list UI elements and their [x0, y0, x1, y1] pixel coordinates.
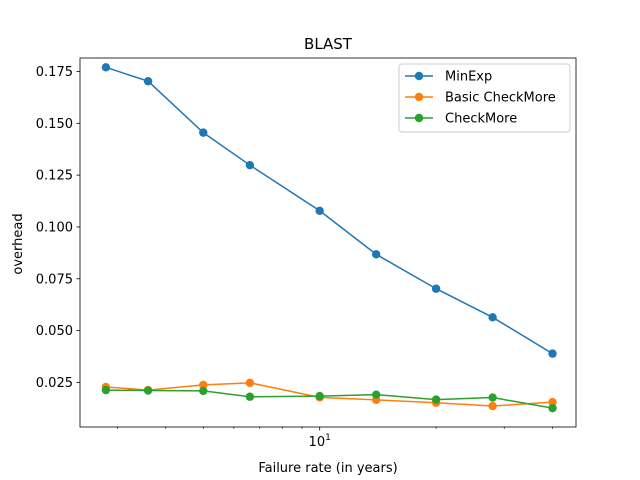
data-point: [488, 313, 497, 322]
data-point: [143, 386, 153, 395]
data-point: [548, 397, 557, 407]
data-point: [431, 284, 441, 293]
data-point: [548, 403, 557, 413]
plot-area: [101, 63, 557, 413]
data-point: [101, 63, 111, 72]
data-point: [101, 385, 111, 395]
data-point: [199, 386, 208, 396]
y-tick-label: 0.050: [36, 324, 73, 339]
y-tick-label: 0.100: [36, 220, 73, 235]
y-axis-label: overhead: [11, 213, 26, 274]
chart-title: BLAST: [304, 35, 353, 53]
axes: 0.025 0.050 0.075 0.100 0.125 0.150 0.175 101: [36, 57, 577, 450]
data-point: [245, 392, 255, 401]
legend-swatch-marker: [414, 113, 424, 123]
data-point: [199, 128, 208, 137]
y-tick-label: 0.075: [36, 272, 73, 287]
y-tick-label: 0.125: [36, 169, 73, 184]
data-point: [315, 206, 324, 215]
data-point: [488, 401, 497, 411]
legend-entry: MinExp: [405, 70, 492, 85]
x-axis-label: Failure rate (in years): [258, 461, 397, 476]
legend-entry: Basic CheckMore: [405, 91, 556, 106]
data-point: [372, 390, 381, 399]
data-point: [245, 160, 255, 170]
legend-swatch-marker: [414, 92, 424, 102]
data-point: [199, 380, 208, 390]
data-point: [143, 77, 153, 86]
legend-label: MinExp: [445, 70, 492, 85]
y-tick-label: 0.175: [36, 65, 73, 80]
y-tick-label: 0.150: [36, 117, 73, 132]
axes-frame: [79, 57, 577, 428]
data-point: [245, 378, 255, 388]
data-point: [315, 391, 324, 401]
legend-swatch-marker: [414, 71, 424, 81]
data-point: [548, 349, 557, 358]
series-0: [101, 63, 557, 358]
data-point: [372, 250, 381, 259]
series-2: [101, 385, 557, 413]
legend-label: CheckMore: [445, 112, 517, 127]
x-tick-label: 101: [309, 433, 331, 450]
legend: MinExp Basic CheckMore CheckMore: [398, 63, 571, 133]
legend-box: [398, 63, 571, 133]
legend-entry: CheckMore: [405, 112, 517, 127]
data-point: [431, 395, 441, 404]
y-tick-label: 0.025: [36, 376, 73, 391]
data-point: [488, 393, 497, 402]
legend-label: Basic CheckMore: [445, 91, 556, 106]
